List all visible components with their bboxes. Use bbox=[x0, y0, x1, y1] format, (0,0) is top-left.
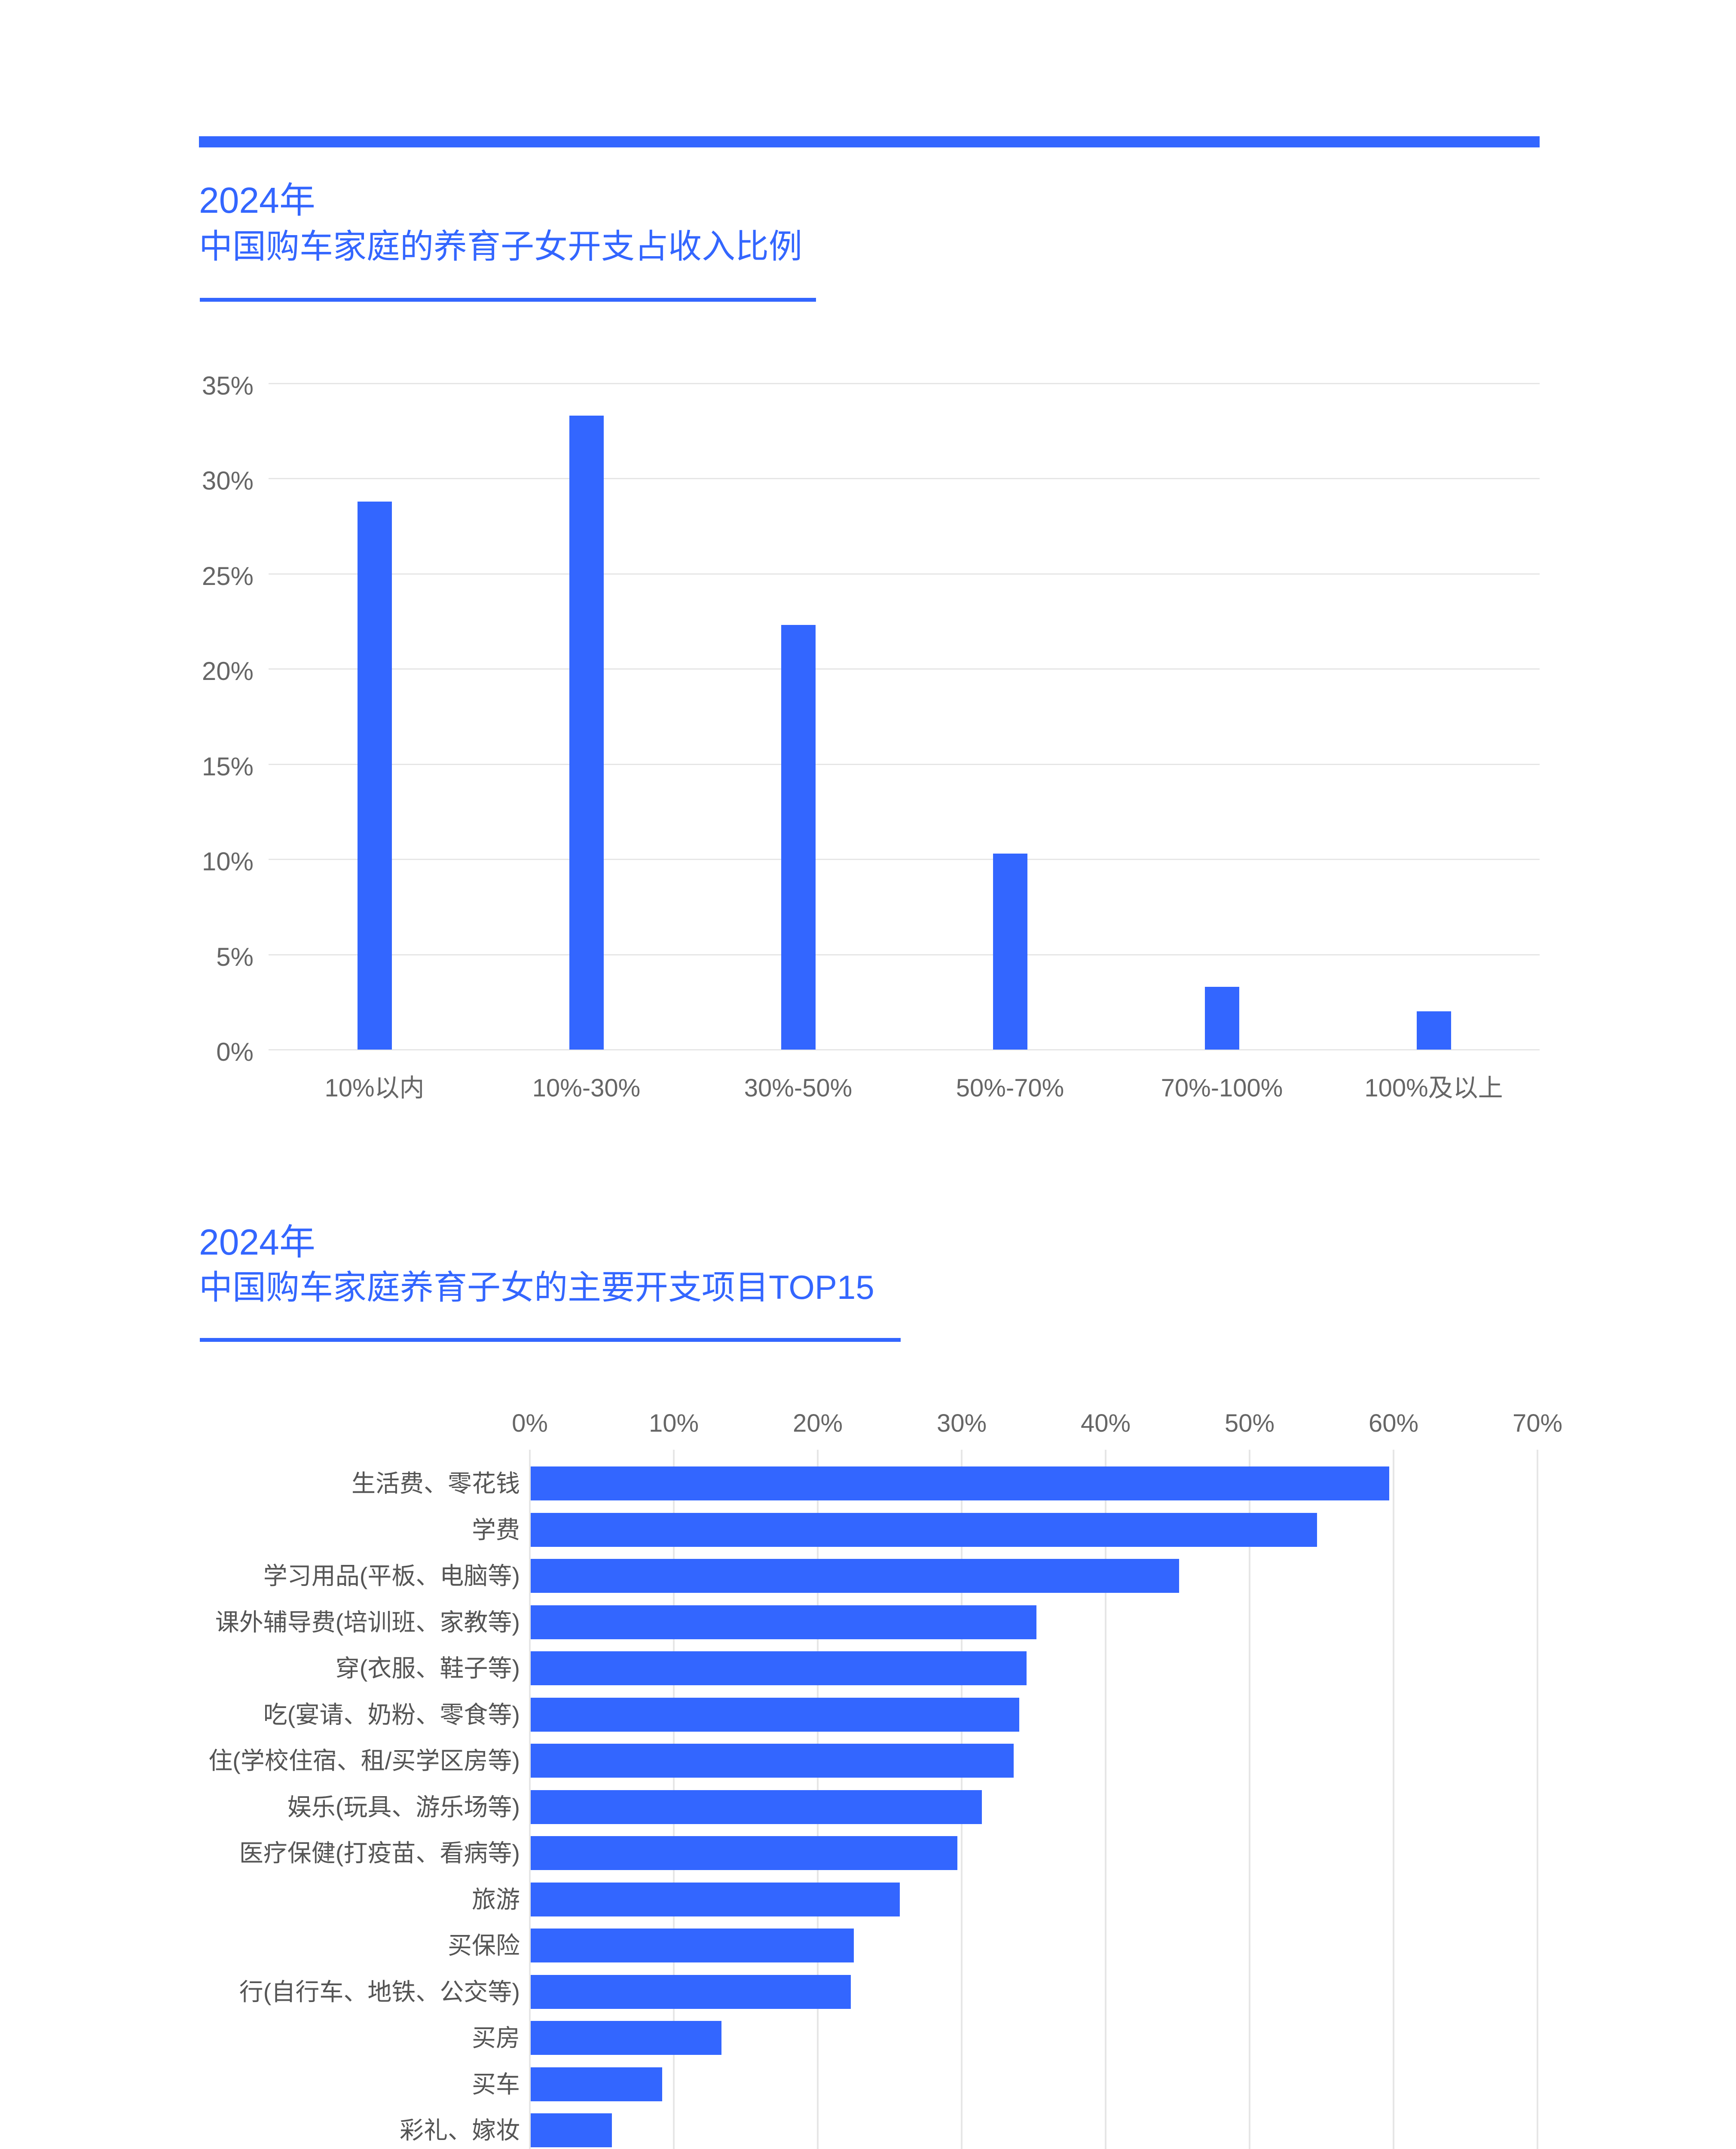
y-category-label: 生活费、零花钱 bbox=[351, 1470, 520, 1497]
x-category-label: 100%及以上 bbox=[1364, 1074, 1503, 1102]
bar bbox=[531, 1512, 1317, 1547]
x-tick-label: 60% bbox=[1368, 1409, 1419, 1437]
x-tick-label: 20% bbox=[792, 1409, 843, 1437]
bar bbox=[531, 2113, 612, 2147]
bar bbox=[531, 1975, 851, 2009]
y-category-label: 行(自行车、地铁、公交等) bbox=[239, 1978, 520, 2005]
y-tick-label: 0% bbox=[216, 1038, 254, 1066]
chart2-year: 2024年 bbox=[199, 1222, 315, 1262]
y-tick-label: 35% bbox=[202, 371, 254, 400]
y-tick-label: 25% bbox=[202, 561, 254, 591]
bar bbox=[531, 1882, 900, 1916]
bar bbox=[531, 1466, 1389, 1500]
bar bbox=[531, 1605, 1037, 1639]
bar bbox=[1416, 1011, 1451, 1050]
chart2-title-underline bbox=[200, 1338, 901, 1342]
y-category-label: 旅游 bbox=[472, 1886, 520, 1913]
bar bbox=[993, 853, 1027, 1050]
y-category-label: 娱乐(玩具、游乐场等) bbox=[287, 1793, 520, 1821]
x-tick-label: 70% bbox=[1512, 1409, 1563, 1437]
x-gridline bbox=[1249, 1450, 1250, 2149]
bar bbox=[781, 625, 816, 1050]
bar bbox=[531, 2067, 663, 2101]
y-gridline bbox=[269, 573, 1540, 575]
x-category-label: 50%-70% bbox=[956, 1074, 1064, 1102]
bar bbox=[531, 2021, 721, 2055]
x-category-label: 70%-100% bbox=[1161, 1074, 1283, 1102]
y-category-label: 医疗保健(打疫苗、看病等) bbox=[239, 1840, 520, 1867]
y-gridline bbox=[269, 954, 1540, 955]
x-gridline bbox=[1537, 1450, 1538, 2149]
y-tick-label: 10% bbox=[202, 847, 254, 876]
y-category-label: 学习用品(平板、电脑等) bbox=[263, 1562, 520, 1589]
x-gridline bbox=[1393, 1450, 1394, 2149]
bar bbox=[569, 416, 604, 1050]
y-gridline bbox=[269, 1049, 1540, 1050]
bar bbox=[357, 501, 392, 1050]
bar bbox=[531, 1697, 1019, 1732]
chart1-title: 中国购车家庭的养育子女开支占收入比例 bbox=[199, 227, 803, 265]
y-category-label: 学费 bbox=[472, 1516, 520, 1543]
y-category-label: 彩礼、嫁妆 bbox=[400, 2117, 520, 2144]
x-tick-label: 10% bbox=[648, 1409, 699, 1437]
x-gridline bbox=[1105, 1450, 1106, 2149]
chart1-title-underline bbox=[200, 298, 816, 302]
y-gridline bbox=[269, 859, 1540, 860]
x-gridline bbox=[529, 1450, 531, 2149]
x-category-label: 30%-50% bbox=[744, 1074, 853, 1102]
bar bbox=[531, 1651, 1027, 1685]
y-tick-label: 5% bbox=[216, 942, 254, 971]
x-tick-label: 0% bbox=[512, 1409, 548, 1437]
bar bbox=[531, 1836, 957, 1870]
top-accent-rule bbox=[199, 136, 1540, 147]
chart1-year: 2024年 bbox=[199, 180, 315, 220]
bar bbox=[531, 1929, 854, 1962]
y-category-label: 穿(衣服、鞋子等) bbox=[335, 1655, 520, 1682]
y-tick-label: 30% bbox=[202, 466, 254, 496]
x-tick-label: 30% bbox=[936, 1409, 987, 1437]
bar bbox=[1204, 986, 1239, 1050]
y-gridline bbox=[269, 763, 1540, 765]
x-tick-label: 40% bbox=[1080, 1409, 1131, 1437]
chart2-title: 中国购车家庭养育子女的主要开支项目TOP15 bbox=[199, 1268, 874, 1306]
y-tick-label: 20% bbox=[202, 657, 254, 686]
y-gridline bbox=[269, 478, 1540, 480]
y-category-label: 买保险 bbox=[448, 1932, 520, 1959]
x-category-label: 10%以内 bbox=[324, 1074, 425, 1102]
y-category-label: 吃(宴请、奶粉、零食等) bbox=[263, 1701, 520, 1728]
y-gridline bbox=[269, 668, 1540, 670]
x-tick-label: 50% bbox=[1224, 1409, 1275, 1437]
bar bbox=[531, 1559, 1179, 1593]
y-category-label: 住(学校住宿、租/买学区房等) bbox=[208, 1747, 520, 1774]
y-tick-label: 15% bbox=[202, 752, 254, 781]
y-category-label: 买车 bbox=[472, 2070, 520, 2098]
x-category-label: 10%-30% bbox=[532, 1074, 641, 1102]
bar bbox=[531, 1744, 1014, 1778]
y-category-label: 买房 bbox=[472, 2024, 520, 2051]
y-gridline bbox=[269, 383, 1540, 384]
bar bbox=[531, 1790, 982, 1824]
y-category-label: 课外辅导费(培训班、家教等) bbox=[215, 1608, 520, 1636]
